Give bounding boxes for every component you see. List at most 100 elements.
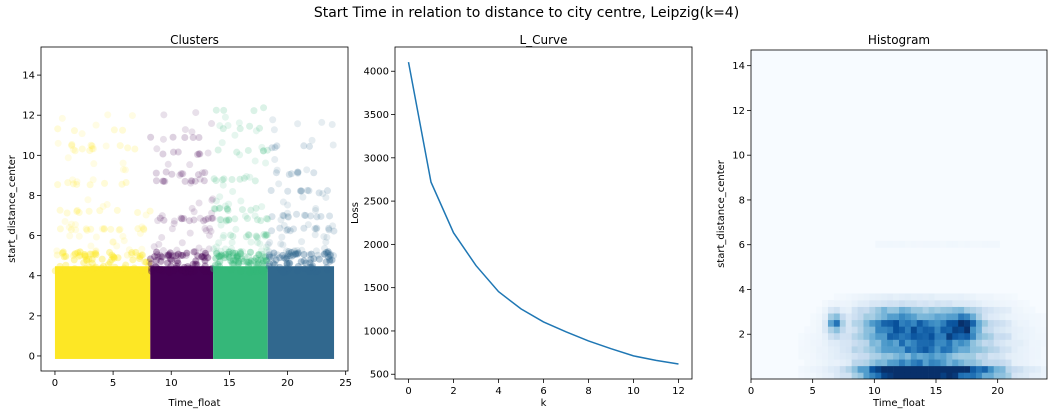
histogram-cell (964, 359, 971, 367)
cluster-point (276, 263, 284, 271)
histogram-title: Histogram (868, 33, 930, 47)
histogram-x-ticks: 0 5 10 15 20 (748, 379, 1004, 397)
histogram-cell (845, 372, 852, 379)
histogram-cell (887, 352, 894, 360)
histogram-cell (798, 372, 805, 379)
cluster-point (152, 256, 160, 264)
histogram-cell (987, 326, 995, 334)
cluster-point (170, 148, 178, 156)
clusters-x-label: Time_float (168, 398, 221, 409)
histogram-cell (934, 306, 941, 314)
cluster-point (174, 148, 182, 156)
cluster-point (200, 217, 208, 225)
cluster-point (224, 121, 232, 129)
cluster-point (191, 177, 199, 185)
cluster-point (88, 255, 96, 263)
cluster-point (273, 251, 281, 259)
histogram-cell (1011, 332, 1018, 340)
histogram-cell (952, 365, 959, 373)
histogram-cell (987, 372, 995, 379)
histogram-cell (1041, 332, 1047, 340)
cluster-point (260, 104, 268, 112)
cluster-point (311, 206, 319, 214)
histogram-cell (810, 313, 817, 321)
cluster-point (134, 225, 142, 233)
cluster-point (191, 247, 199, 255)
histogram-cell (946, 300, 953, 307)
cluster-point (286, 259, 294, 267)
histogram-cell (875, 365, 882, 373)
histogram-cell (910, 240, 918, 248)
histogram-cell (899, 365, 906, 373)
histogram-cell (804, 352, 811, 360)
cluster-point (173, 262, 181, 270)
histogram-cell (934, 240, 941, 248)
histogram-cell (1005, 293, 1012, 301)
histogram-cell (1041, 352, 1047, 360)
cluster-point (208, 209, 216, 217)
cluster-point (284, 201, 292, 209)
histogram-cell (970, 326, 977, 334)
histogram-cell (910, 359, 918, 367)
cluster-point (305, 267, 313, 275)
histogram-cell (893, 332, 900, 340)
cluster-point (225, 248, 233, 256)
cluster-point (147, 267, 155, 275)
histogram-cell (987, 332, 995, 340)
cluster-point (320, 233, 328, 241)
histogram-cell (1005, 352, 1012, 360)
x-tick-label: 5 (809, 386, 815, 397)
x-tick-label: 0 (52, 378, 58, 389)
histogram-cell (934, 326, 941, 334)
histogram-cell (833, 359, 841, 367)
histogram-cell (934, 300, 941, 307)
histogram-cell (987, 352, 995, 360)
histogram-cell (1017, 365, 1024, 373)
cluster-point (284, 266, 292, 274)
cluster-point (206, 266, 214, 274)
histogram-cell (857, 306, 864, 314)
histogram-cell (999, 346, 1006, 353)
cluster-point (244, 231, 252, 239)
y-tick-label: 3500 (364, 110, 389, 121)
histogram-cell (887, 313, 894, 321)
cluster-point (245, 261, 253, 269)
histogram-cell (1017, 352, 1024, 360)
cluster-point (232, 225, 240, 233)
cluster-point (60, 253, 68, 261)
cluster-point (243, 215, 251, 223)
histogram-cell (940, 339, 947, 347)
cluster-point (83, 257, 91, 265)
histogram-cell (958, 293, 965, 301)
histogram-cell (1011, 346, 1018, 353)
histogram-cell (851, 346, 858, 353)
histogram-cell (1029, 372, 1036, 379)
cluster-point (227, 245, 235, 253)
histogram-cell (827, 372, 835, 379)
cluster-point (109, 238, 117, 246)
y-tick-label: 4 (739, 285, 745, 296)
histogram-cell (904, 313, 912, 321)
cluster-point (235, 258, 243, 266)
y-tick-label: 10 (22, 151, 35, 162)
cluster-point (246, 248, 254, 256)
cluster-point (244, 146, 252, 154)
histogram-cell (952, 352, 959, 360)
cluster-point (64, 179, 72, 187)
cluster-point (87, 250, 95, 258)
cluster-point (216, 252, 224, 260)
cluster-point (54, 139, 62, 147)
cluster-point (180, 214, 188, 222)
cluster-point (312, 247, 320, 255)
histogram-cell (940, 326, 947, 334)
histogram-cell (827, 352, 835, 360)
cluster-point (283, 226, 291, 234)
histogram-cell (999, 306, 1006, 314)
histogram-cell (1041, 372, 1047, 379)
x-tick-label: 2 (450, 386, 456, 397)
cluster-point (214, 252, 222, 260)
histogram-cell (940, 319, 947, 327)
histogram-cell (851, 332, 858, 340)
histogram-cell (1005, 339, 1012, 347)
cluster-point (275, 180, 283, 188)
